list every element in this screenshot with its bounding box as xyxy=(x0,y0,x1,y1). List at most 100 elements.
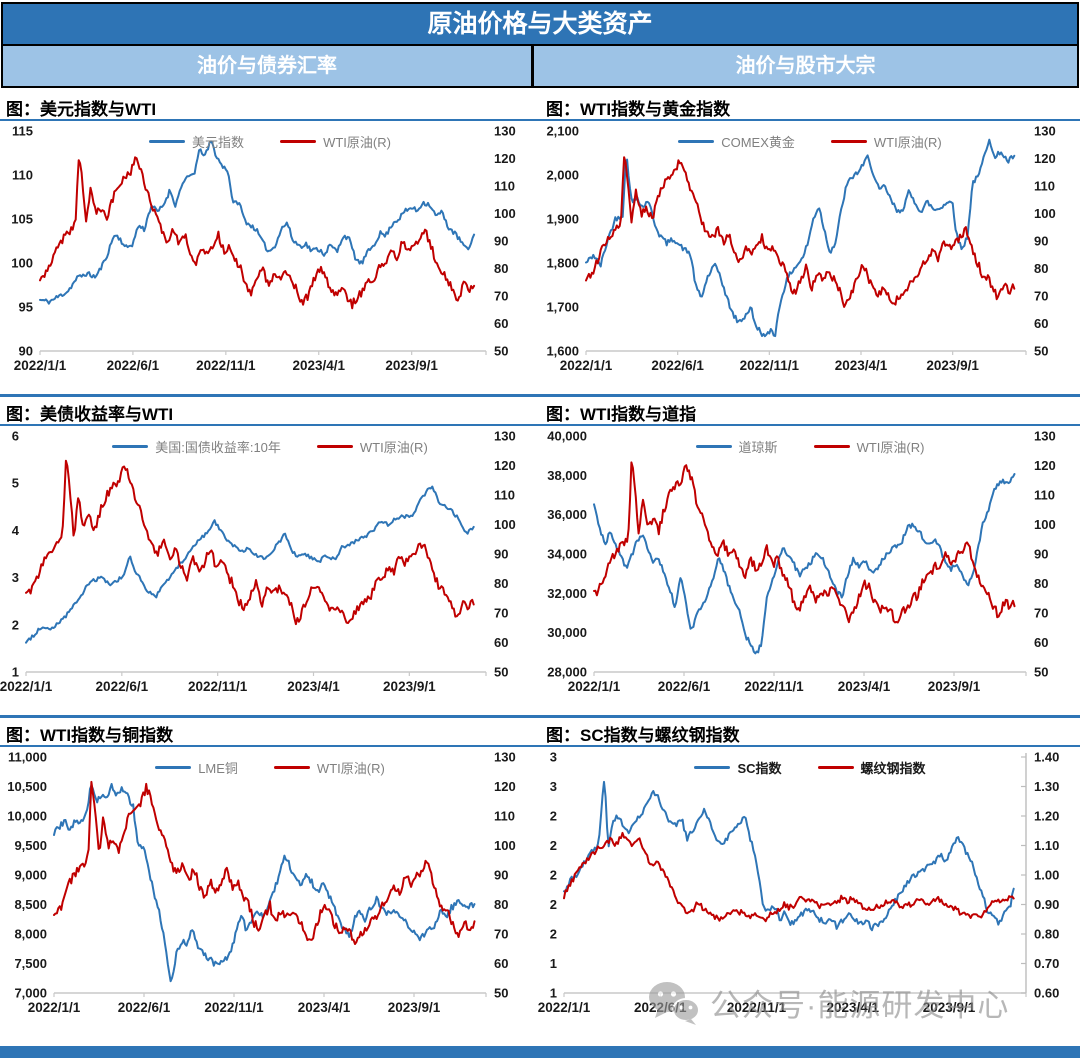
x-tick-label: 2022/1/1 xyxy=(560,358,613,373)
chart-canvas: 2022/1/1 2022/6/1 2022/11/1 2023/4/1 2023/9/… xyxy=(538,750,1060,1016)
chart-plot-area: COMEX黄金 WTI原油(R) 2022/1/1 2022/6/1 2022/11/1… xyxy=(540,121,1080,393)
y-left-tick-label: 2,000 xyxy=(546,168,579,183)
y-left-tick-label: 3 xyxy=(550,750,557,765)
x-tick-label: 2022/6/1 xyxy=(118,1000,171,1015)
chart-title: 图：WTI指数与铜指数 xyxy=(0,718,540,747)
y-left-tick-label: 30,000 xyxy=(547,625,587,640)
y-right-tick-label: 50 xyxy=(1034,344,1048,359)
y-left-tick-label: 3 xyxy=(550,779,557,794)
y-right-tick-label: 80 xyxy=(494,897,508,912)
y-left-tick-label: 2 xyxy=(550,868,557,883)
y-right-tick-label: 100 xyxy=(1034,206,1056,221)
y-right-tick-label: 130 xyxy=(494,429,516,444)
y-left-tick-label: 10,500 xyxy=(7,779,47,794)
charts-row-1: 图：美元指数与WTI 美元指数 WTI原油(R) 2022/1/1 2022/6/1 20… xyxy=(0,92,1080,397)
y-left-tick-label: 28,000 xyxy=(547,665,587,680)
chart-canvas: 2022/1/1 2022/6/1 2022/11/1 2023/4/1 2023/9/… xyxy=(7,750,516,1016)
y-right-tick-label: 60 xyxy=(1034,635,1048,650)
report-title-bar: 原油价格与大类资产 xyxy=(3,4,1077,46)
y-left-tick-label: 7,000 xyxy=(14,986,47,1001)
y-right-tick-label: 80 xyxy=(494,576,508,591)
y-left-tick-label: 36,000 xyxy=(547,507,587,522)
y-right-tick-label: 70 xyxy=(1034,606,1048,621)
y-right-tick-label: 110 xyxy=(494,488,515,503)
chart-canvas: 2022/1/1 2022/6/1 2022/11/1 2023/4/1 2023/9/… xyxy=(11,124,515,374)
chart-title: 图：WTI指数与黄金指数 xyxy=(540,92,1080,121)
y-right-tick-label: 50 xyxy=(1034,665,1048,680)
x-tick-label: 2023/4/1 xyxy=(835,358,888,373)
y-right-tick-label: 0.90 xyxy=(1034,897,1059,912)
y-right-tick-label: 1.00 xyxy=(1034,868,1059,883)
x-tick-label: 2023/9/1 xyxy=(923,1000,976,1015)
y-left-tick-label: 1 xyxy=(12,665,19,680)
chart-plot-area: 美国:国债收益率:10年 WTI原油(R) 2022/1/1 2022/6/1 2022… xyxy=(0,426,540,714)
chart-cell-gold-wti: 图：WTI指数与黄金指数 COMEX黄金 WTI原油(R) 2022/1/1 2022/… xyxy=(540,92,1080,394)
chart-title: 图：SC指数与螺纹钢指数 xyxy=(540,718,1080,747)
y-right-tick-label: 90 xyxy=(494,547,508,562)
chart-plot-area: 美元指数 WTI原油(R) 2022/1/1 2022/6/1 2022/11/1 202… xyxy=(0,121,540,393)
y-left-tick-label: 105 xyxy=(11,212,33,227)
y-right-tick-label: 50 xyxy=(494,665,508,680)
y-right-tick-label: 110 xyxy=(1034,179,1055,194)
y-left-tick-label: 1 xyxy=(550,986,557,1001)
y-left-tick-label: 38,000 xyxy=(547,468,587,483)
y-right-tick-label: 80 xyxy=(1034,261,1048,276)
series-line-blue xyxy=(563,780,1015,932)
series-line-blue xyxy=(585,138,1016,338)
y-right-tick-label: 80 xyxy=(1034,576,1048,591)
y-left-tick-label: 2,100 xyxy=(546,124,579,139)
chart-canvas: 2022/1/1 2022/6/1 2022/11/1 2023/4/1 2023/9/… xyxy=(547,429,1056,695)
chart-cell-ust10y-wti: 图：美债收益率与WTI 美国:国债收益率:10年 WTI原油(R) 2022/1/1 2… xyxy=(0,397,540,715)
x-tick-label: 2023/9/1 xyxy=(388,1000,441,1015)
chart-plot-area: 道琼斯 WTI原油(R) 2022/1/1 2022/6/1 2022/11/1 2023… xyxy=(540,426,1080,714)
section-header-equity-commodity: 油价与股市大宗 xyxy=(534,46,1077,86)
y-left-tick-label: 90 xyxy=(19,344,33,359)
y-right-tick-label: 50 xyxy=(494,986,508,1001)
x-tick-label: 2022/6/1 xyxy=(651,358,704,373)
y-left-tick-label: 2 xyxy=(550,838,557,853)
x-tick-label: 2022/1/1 xyxy=(14,358,67,373)
y-right-tick-label: 110 xyxy=(494,179,515,194)
series-line-red xyxy=(53,780,476,945)
x-tick-label: 2022/6/1 xyxy=(658,679,711,694)
x-tick-label: 2022/1/1 xyxy=(538,1000,591,1015)
y-right-tick-label: 130 xyxy=(1034,429,1056,444)
chart-cell-sc-rebar: 图：SC指数与螺纹钢指数 SC指数 螺纹钢指数 2022/1/1 2022/6/1 202… xyxy=(538,718,1080,1036)
y-right-tick-label: 120 xyxy=(494,779,516,794)
x-tick-label: 2023/9/1 xyxy=(383,679,436,694)
y-left-tick-label: 95 xyxy=(19,300,33,315)
y-right-tick-label: 1.10 xyxy=(1034,838,1059,853)
y-left-tick-label: 6 xyxy=(12,429,19,444)
y-right-tick-label: 120 xyxy=(1034,151,1056,166)
y-right-tick-label: 100 xyxy=(494,838,516,853)
y-right-tick-label: 70 xyxy=(494,606,508,621)
y-left-tick-label: 8,000 xyxy=(14,927,47,942)
y-left-tick-label: 115 xyxy=(12,124,33,139)
y-right-tick-label: 60 xyxy=(494,316,508,331)
chart-canvas: 2022/1/1 2022/6/1 2022/11/1 2023/4/1 2023/9/… xyxy=(546,124,1056,374)
chart-cell-copper-wti: 图：WTI指数与铜指数 LME铜 WTI原油(R) 2022/1/1 2022/6/1 2… xyxy=(0,718,540,1036)
x-tick-label: 2022/6/1 xyxy=(107,358,160,373)
y-right-tick-label: 60 xyxy=(1034,316,1048,331)
y-right-tick-label: 90 xyxy=(494,868,508,883)
y-right-tick-label: 90 xyxy=(1034,547,1048,562)
y-left-tick-label: 9,500 xyxy=(14,838,47,853)
x-tick-label: 2022/11/1 xyxy=(727,1000,787,1015)
x-tick-label: 2023/4/1 xyxy=(298,1000,351,1015)
x-tick-label: 2023/4/1 xyxy=(287,679,340,694)
y-right-tick-label: 70 xyxy=(494,927,508,942)
charts-row-2: 图：美债收益率与WTI 美国:国债收益率:10年 WTI原油(R) 2022/1/1 2… xyxy=(0,397,1080,718)
chart-plot-area: LME铜 WTI原油(R) 2022/1/1 2022/6/1 2022/11/1 202… xyxy=(0,747,540,1035)
y-left-tick-label: 2 xyxy=(550,897,557,912)
x-tick-label: 2022/6/1 xyxy=(96,679,149,694)
chart-title: 图：美债收益率与WTI xyxy=(0,397,540,426)
y-right-tick-label: 90 xyxy=(494,234,508,249)
x-tick-label: 2022/11/1 xyxy=(740,358,800,373)
report-header: 原油价格与大类资产 油价与债券汇率 油价与股市大宗 xyxy=(1,2,1079,88)
y-left-tick-label: 2 xyxy=(550,927,557,942)
chart-plot-area: SC指数 螺纹钢指数 2022/1/1 2022/6/1 2022/11/1 2023/4… xyxy=(538,747,1080,1035)
y-left-tick-label: 110 xyxy=(12,168,33,183)
chart-title: 图：美元指数与WTI xyxy=(0,92,540,121)
y-right-tick-label: 1.20 xyxy=(1034,809,1059,824)
series-line-blue xyxy=(39,140,476,305)
